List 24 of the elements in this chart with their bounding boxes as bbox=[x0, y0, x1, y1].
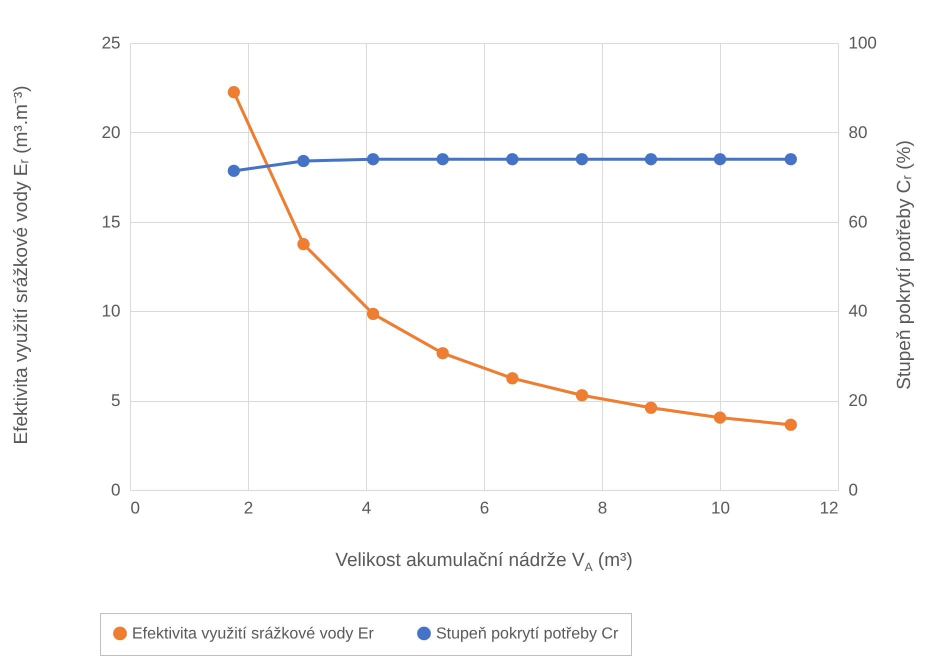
y-tick-label: 15 bbox=[102, 212, 120, 232]
x-tick-label: 8 bbox=[598, 498, 608, 518]
y-axis-title: Efektivita využití srážkové vody Eᵣ (m³.m⁻³) bbox=[10, 86, 33, 444]
x-tick-label: 10 bbox=[711, 498, 730, 518]
x-tick-label: 12 bbox=[820, 498, 838, 518]
y2-tick-label: 40 bbox=[848, 302, 868, 321]
y-tick-label: 0 bbox=[111, 480, 120, 500]
x-tick-label: 0 bbox=[130, 498, 140, 518]
x-tick-label: 2 bbox=[244, 498, 254, 518]
x-tick-label: 4 bbox=[362, 498, 372, 518]
y2-tick-label: 100 bbox=[848, 34, 877, 52]
x-tick-label: 6 bbox=[480, 498, 490, 518]
legend-label: Stupeň pokrytí potřeby Cr bbox=[436, 625, 619, 642]
y-tick-label: 25 bbox=[102, 34, 120, 52]
y-tick-label: 5 bbox=[111, 391, 120, 410]
y2-tick-label: 20 bbox=[848, 391, 868, 410]
y2-axis-title: Stupeň pokrytí potřeby Cᵣ (%) bbox=[894, 140, 916, 390]
legend-label: Efektivita využití srážkové vody Er bbox=[132, 625, 375, 642]
y2-tick-label: 60 bbox=[848, 212, 868, 232]
y2-tick-label: 0 bbox=[848, 480, 858, 500]
y2-tick-label: 80 bbox=[848, 122, 868, 142]
x-axis-title: Velikost akumulační nádrže V$_{A}$ (m³) bbox=[335, 550, 633, 574]
y-tick-label: 20 bbox=[102, 122, 120, 142]
y-tick-label: 10 bbox=[102, 302, 120, 321]
